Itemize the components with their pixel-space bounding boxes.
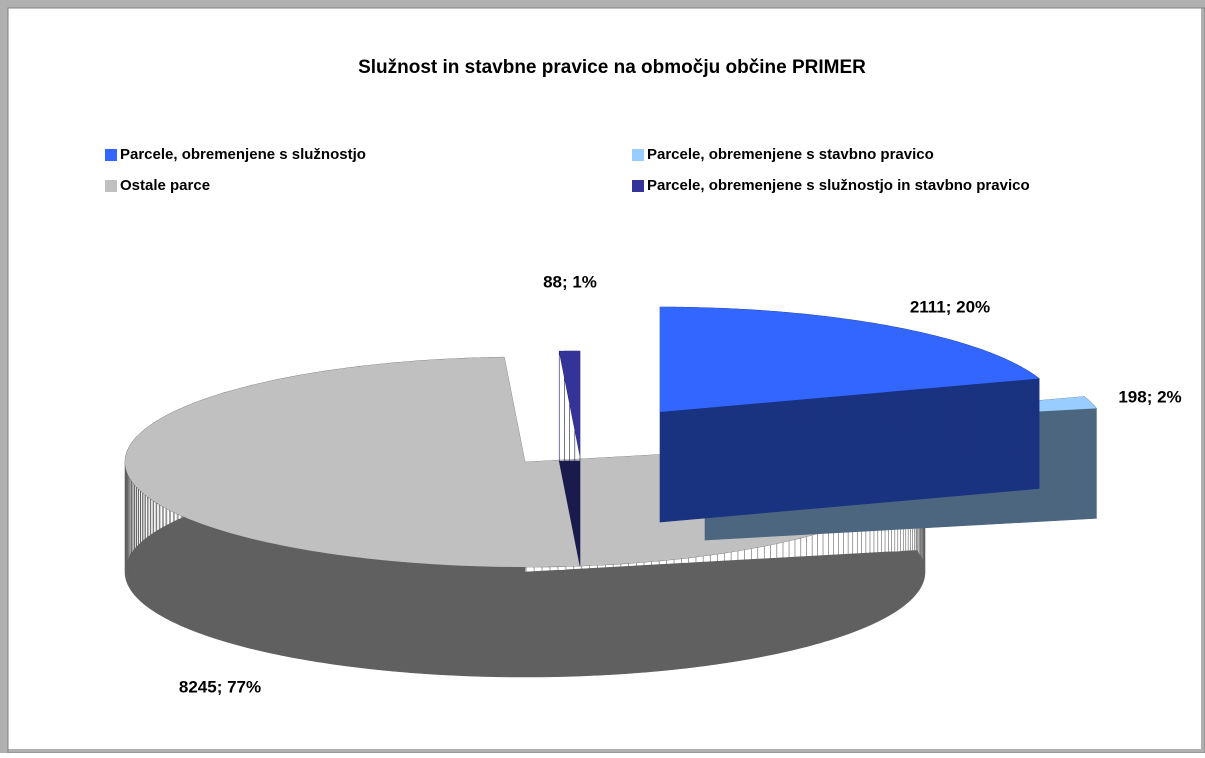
- data-label: 88; 1%: [543, 272, 597, 291]
- data-label: 2111; 20%: [910, 297, 990, 316]
- chart-title: Služnost in stavbne pravice na območju o…: [358, 57, 866, 78]
- legend-swatch: [105, 180, 117, 192]
- legend-label: Parcele, obremenjene s služnostjo: [120, 146, 366, 163]
- data-label: 198; 2%: [1118, 387, 1181, 406]
- slice: [660, 307, 1040, 412]
- legend-swatch: [105, 149, 117, 161]
- slice: [559, 351, 580, 456]
- legend-swatch: [632, 180, 644, 192]
- legend-label: Parcele, obremenjene s stavbno pravico: [647, 146, 934, 163]
- legend-label: Ostale parce: [120, 177, 210, 194]
- legend-swatch: [632, 149, 644, 161]
- data-label: 8245; 77%: [179, 677, 261, 696]
- legend-label: Parcele, obremenjene s služnostjo in sta…: [647, 177, 1030, 194]
